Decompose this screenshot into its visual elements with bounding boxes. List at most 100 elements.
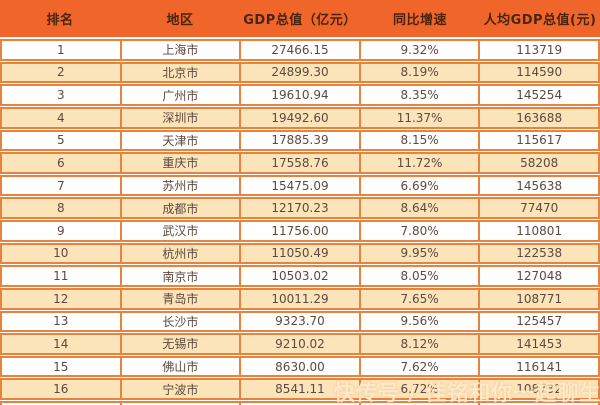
column-header-per-capita: 人均GDP总值(元) xyxy=(483,13,597,28)
column-header-rank: 排名 xyxy=(46,13,74,28)
city-cell: 武汉市 xyxy=(119,222,240,240)
rank-cell: 5 xyxy=(56,133,65,148)
percapita-cell: 122538 xyxy=(478,244,598,263)
rank-cell: 1 xyxy=(56,42,65,57)
growth-cell: 8.35% xyxy=(358,86,479,104)
percapita-cell: 116141 xyxy=(478,357,598,376)
table-row-partial xyxy=(0,401,600,405)
city-cell: 深圳市 xyxy=(119,108,240,127)
rank-cell: 11 xyxy=(53,269,69,284)
rank-cell: 16 xyxy=(53,382,69,397)
table-row: 10 杭州市 11050.49 9.95% 122538 xyxy=(0,242,600,265)
table-row: 2 北京市 24899.30 8.19% 114590 xyxy=(0,61,600,84)
percapita-cell: 145638 xyxy=(478,176,598,195)
table-row: 13 长沙市 9323.70 9.56% 125457 xyxy=(0,310,600,333)
gdp-cell: 17885.39 xyxy=(239,131,359,150)
rank-cell: 8 xyxy=(56,201,65,216)
table-row: 5 天津市 17885.39 8.15% 115617 xyxy=(0,129,600,152)
table-row: 3 广州市 19610.94 8.35% 145254 xyxy=(0,84,600,106)
table-row: 7 苏州市 15475.09 6.69% 145638 xyxy=(0,174,600,197)
table-row: 12 青岛市 10011.29 7.65% 108771 xyxy=(0,287,600,310)
percapita-cell: 113719 xyxy=(478,41,598,59)
column-header-region: 地区 xyxy=(166,13,194,28)
percapita-cell: 141453 xyxy=(478,335,598,353)
rank-cell: 6 xyxy=(56,155,65,170)
table-row: 4 深圳市 19492.60 11.37% 163688 xyxy=(0,106,600,129)
percapita-cell xyxy=(478,403,598,405)
city-cell: 天津市 xyxy=(119,131,240,150)
gdp-cell xyxy=(239,403,359,405)
gdp-cell: 17558.76 xyxy=(239,154,359,172)
growth-cell: 8.12% xyxy=(358,335,479,353)
gdp-cell: 15475.09 xyxy=(239,176,359,195)
gdp-cell: 10503.02 xyxy=(239,267,359,285)
gdp-cell: 12170.23 xyxy=(239,199,359,217)
table-row: 1 上海市 27466.15 9.32% 113719 xyxy=(0,39,600,61)
growth-cell: 9.95% xyxy=(358,244,479,263)
table-row: 16 宁波市 8541.11 6.72% 108732 xyxy=(0,378,600,400)
rank-cell: 13 xyxy=(53,314,69,329)
city-cell: 成都市 xyxy=(119,199,240,217)
rank-cell: 14 xyxy=(53,336,69,351)
rank-cell: 15 xyxy=(53,359,69,374)
city-cell: 长沙市 xyxy=(119,312,240,331)
percapita-cell: 110801 xyxy=(478,222,598,240)
city-cell: 佛山市 xyxy=(119,357,240,376)
city-cell: 宁波市 xyxy=(119,380,240,398)
percapita-cell: 145254 xyxy=(478,86,598,104)
growth-cell: 8.64% xyxy=(358,199,479,217)
growth-cell: 7.65% xyxy=(358,289,479,308)
percapita-cell: 127048 xyxy=(478,267,598,285)
growth-cell: 11.37% xyxy=(358,108,479,127)
rank-cell: 12 xyxy=(53,291,69,306)
table-row: 9 武汉市 11756.00 7.80% 110801 xyxy=(0,220,600,242)
rank-cell: 4 xyxy=(56,110,65,125)
growth-cell: 9.56% xyxy=(358,312,479,331)
city-cell: 北京市 xyxy=(119,63,240,82)
percapita-cell: 108732 xyxy=(478,380,598,398)
city-cell: 重庆市 xyxy=(119,154,240,172)
gdp-cell: 11050.49 xyxy=(239,244,359,263)
gdp-cell: 8630.00 xyxy=(239,357,359,376)
table-row: 6 重庆市 17558.76 11.72% 58208 xyxy=(0,152,600,174)
rank-cell: 10 xyxy=(53,246,69,261)
gdp-cell: 11756.00 xyxy=(239,222,359,240)
rank-cell: 2 xyxy=(56,65,65,80)
gdp-cell: 24899.30 xyxy=(239,63,359,82)
growth-cell: 11.72% xyxy=(358,154,479,172)
gdp-cell: 19492.60 xyxy=(239,108,359,127)
gdp-cell: 10011.29 xyxy=(239,289,359,308)
growth-cell: 7.80% xyxy=(358,222,479,240)
city-cell: 苏州市 xyxy=(119,176,240,195)
growth-cell: 6.69% xyxy=(358,176,479,195)
city-cell: 杭州市 xyxy=(119,244,240,263)
city-cell: 上海市 xyxy=(119,41,240,59)
rank-cell: 7 xyxy=(56,178,65,193)
growth-cell: 8.15% xyxy=(358,131,479,150)
percapita-cell: 58208 xyxy=(478,154,598,172)
percapita-cell: 77470 xyxy=(478,199,598,217)
gdp-cell: 9210.02 xyxy=(239,335,359,353)
gdp-cell: 8541.11 xyxy=(239,380,359,398)
city-cell: 无锡市 xyxy=(119,335,240,353)
table-row: 8 成都市 12170.23 8.64% 77470 xyxy=(0,197,600,219)
table-body: 1 上海市 27466.15 9.32% 113719 2 北京市 24899.30 8.19%… xyxy=(0,39,600,400)
table-row: 15 佛山市 8630.00 7.62% 116141 xyxy=(0,355,600,378)
rank-cell: 3 xyxy=(56,88,65,103)
city-cell: 南京市 xyxy=(119,267,240,285)
city-cell: 广州市 xyxy=(119,86,240,104)
growth-cell xyxy=(358,403,479,405)
gdp-cell: 27466.15 xyxy=(239,41,359,59)
percapita-cell: 125457 xyxy=(478,312,598,331)
city-cell xyxy=(119,403,240,405)
percapita-cell: 114590 xyxy=(478,63,598,82)
gdp-cell: 19610.94 xyxy=(239,86,359,104)
city-cell: 青岛市 xyxy=(119,289,240,308)
growth-cell: 8.05% xyxy=(358,267,479,285)
gdp-cell: 9323.70 xyxy=(239,312,359,331)
percapita-cell: 108771 xyxy=(478,289,598,308)
column-header-yoy-growth: 同比增速 xyxy=(392,13,447,28)
growth-cell: 9.32% xyxy=(358,41,479,59)
table-row: 14 无锡市 9210.02 8.12% 141453 xyxy=(0,333,600,355)
